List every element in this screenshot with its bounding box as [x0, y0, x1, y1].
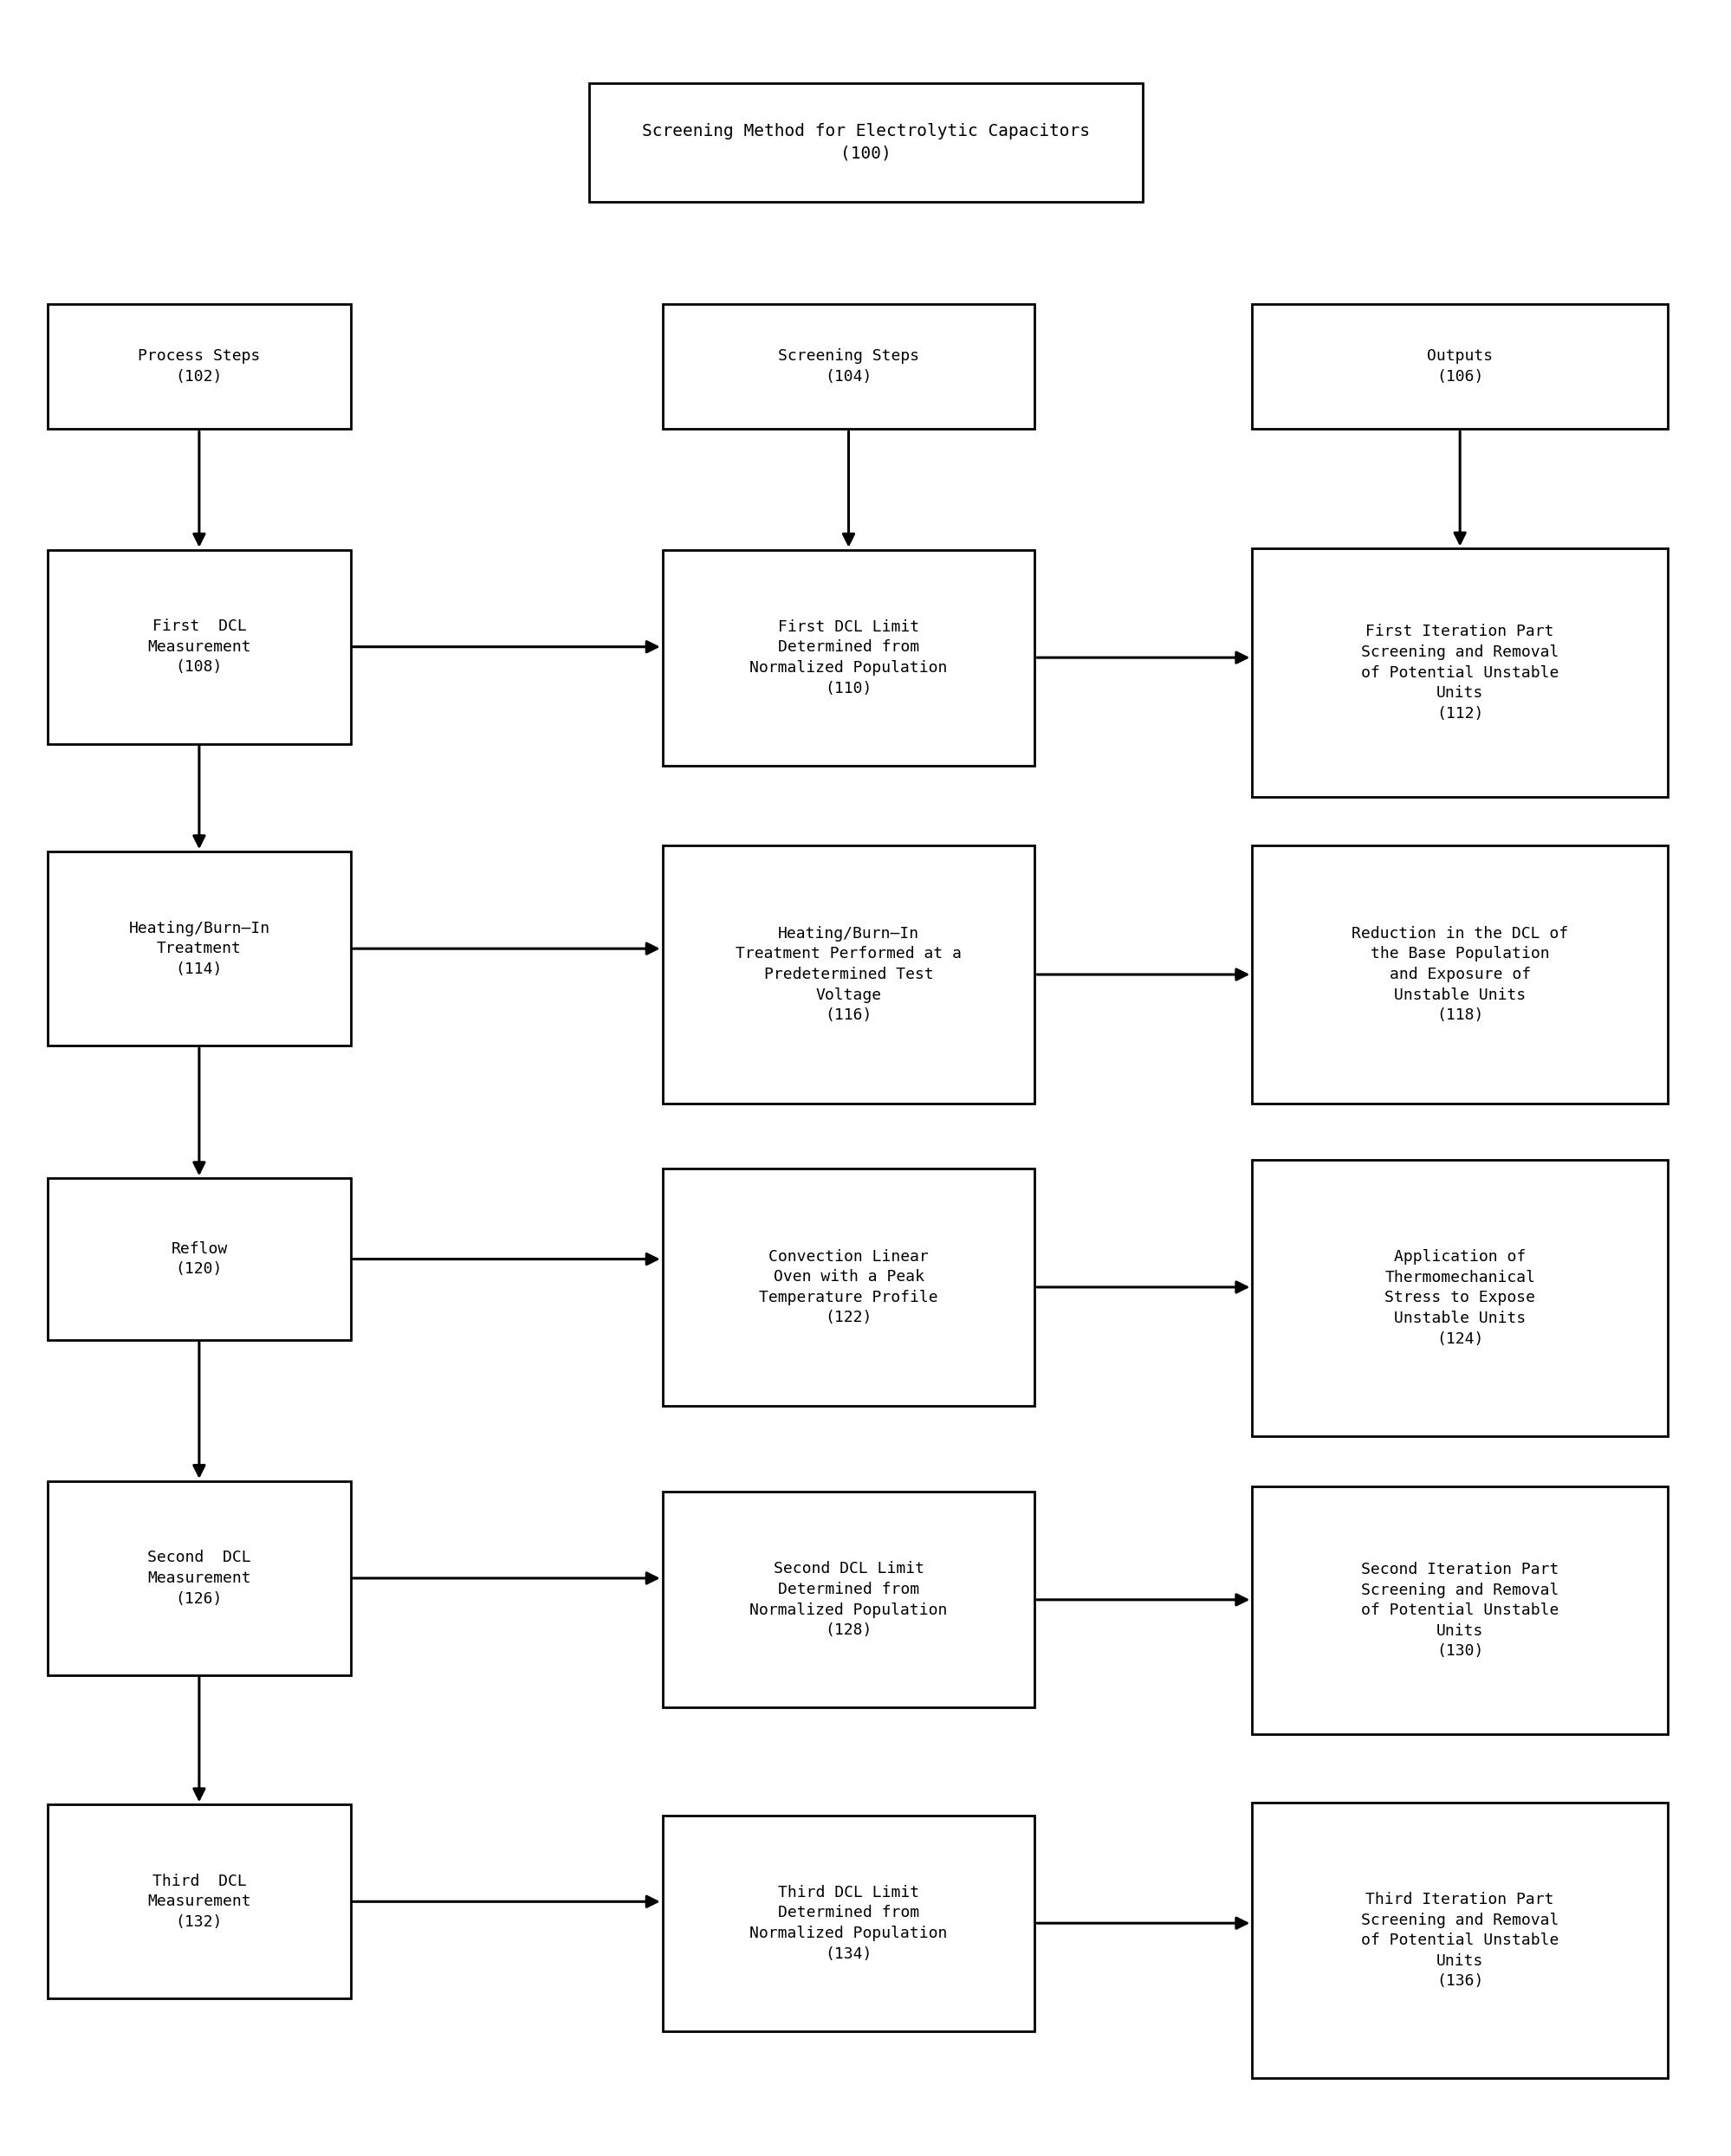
Text: Reduction in the DCL of
the Base Population
and Exposure of
Unstable Units
(118): Reduction in the DCL of the Base Populat…	[1350, 925, 1568, 1024]
Text: Heating/Burn–In
Treatment Performed at a
Predetermined Test
Voltage
(116): Heating/Burn–In Treatment Performed at a…	[736, 925, 961, 1024]
Text: Process Steps
(102): Process Steps (102)	[138, 349, 260, 384]
FancyBboxPatch shape	[589, 82, 1142, 201]
FancyBboxPatch shape	[48, 1481, 350, 1675]
Text: Outputs
(106): Outputs (106)	[1426, 349, 1492, 384]
Text: Screening Method for Electrolytic Capacitors
(100): Screening Method for Electrolytic Capaci…	[642, 123, 1089, 162]
FancyBboxPatch shape	[1252, 550, 1667, 798]
Text: Second  DCL
Measurement
(126): Second DCL Measurement (126)	[147, 1550, 251, 1606]
Text: Second DCL Limit
Determined from
Normalized Population
(128): Second DCL Limit Determined from Normali…	[750, 1561, 947, 1639]
FancyBboxPatch shape	[1252, 304, 1667, 429]
FancyBboxPatch shape	[48, 1177, 350, 1339]
FancyBboxPatch shape	[1252, 1802, 1667, 2078]
Text: First DCL Limit
Determined from
Normalized Population
(110): First DCL Limit Determined from Normaliz…	[750, 619, 947, 696]
FancyBboxPatch shape	[1252, 845, 1667, 1104]
Text: Reflow
(120): Reflow (120)	[171, 1242, 227, 1276]
Text: Application of
Thermomechanical
Stress to Expose
Unstable Units
(124): Application of Thermomechanical Stress t…	[1383, 1248, 1535, 1348]
Text: Convection Linear
Oven with a Peak
Temperature Profile
(122): Convection Linear Oven with a Peak Tempe…	[758, 1248, 938, 1326]
Text: Third DCL Limit
Determined from
Normalized Population
(134): Third DCL Limit Determined from Normaliz…	[750, 1884, 947, 1962]
FancyBboxPatch shape	[661, 1815, 1035, 2031]
FancyBboxPatch shape	[661, 1169, 1035, 1406]
FancyBboxPatch shape	[661, 845, 1035, 1104]
Text: First Iteration Part
Screening and Removal
of Potential Unstable
Units
(112): First Iteration Part Screening and Remov…	[1361, 623, 1558, 722]
Text: First  DCL
Measurement
(108): First DCL Measurement (108)	[147, 619, 251, 675]
Text: Heating/Burn–In
Treatment
(114): Heating/Burn–In Treatment (114)	[128, 921, 270, 977]
FancyBboxPatch shape	[1252, 1488, 1667, 1733]
FancyBboxPatch shape	[1252, 1160, 1667, 1436]
FancyBboxPatch shape	[661, 1492, 1035, 1708]
FancyBboxPatch shape	[661, 304, 1035, 429]
FancyBboxPatch shape	[48, 852, 350, 1046]
Text: Screening Steps
(104): Screening Steps (104)	[777, 349, 919, 384]
FancyBboxPatch shape	[661, 550, 1035, 765]
FancyBboxPatch shape	[48, 550, 350, 744]
Text: Second Iteration Part
Screening and Removal
of Potential Unstable
Units
(130): Second Iteration Part Screening and Remo…	[1361, 1561, 1558, 1660]
Text: Third Iteration Part
Screening and Removal
of Potential Unstable
Units
(136): Third Iteration Part Screening and Remov…	[1361, 1891, 1558, 1990]
FancyBboxPatch shape	[48, 1805, 350, 1999]
FancyBboxPatch shape	[48, 304, 350, 429]
Text: Third  DCL
Measurement
(132): Third DCL Measurement (132)	[147, 1874, 251, 1930]
